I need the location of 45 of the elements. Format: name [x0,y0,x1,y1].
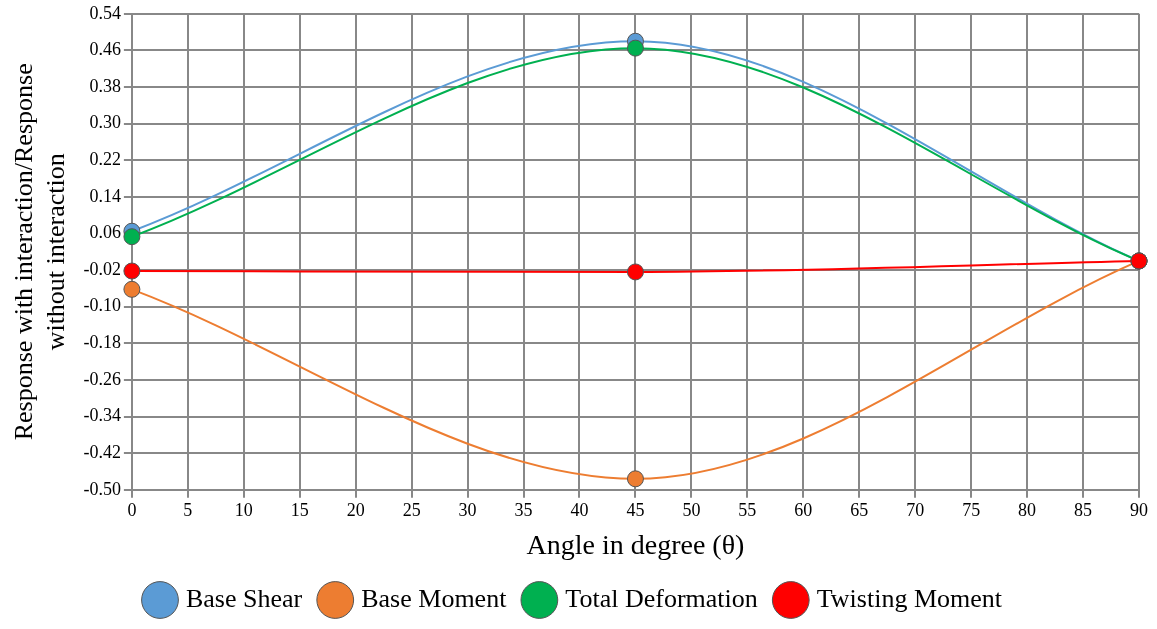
y-tick-label: -0.26 [83,368,121,389]
x-tick-label: 60 [794,500,813,521]
x-tick-label: 65 [850,500,869,521]
y-tick-label: 0.30 [89,112,121,133]
y-tick-label: -0.42 [83,441,121,462]
y-axis-title: Response with interaction/Response without interaction [9,63,70,441]
x-tick-label: 70 [906,500,925,521]
x-tick-label: 90 [1130,500,1148,521]
y-tick-label: 0.54 [89,2,121,23]
x-tick-label: 25 [402,500,421,521]
x-tick-label: 80 [1018,500,1037,521]
x-tick-label: 85 [1074,500,1093,521]
x-tick-label: 15 [290,500,309,521]
x-tick-label: 10 [234,500,253,521]
point [123,228,141,246]
legend-label: Twisting Moment [816,583,1003,613]
point [626,470,644,488]
point [626,39,644,57]
point [626,263,644,281]
y-tick-label: -0.02 [83,258,121,279]
y-tick-label: 0.14 [89,185,121,206]
legend-label: Base Shear [185,583,303,613]
y-tick-label: -0.34 [83,405,121,426]
x-tick-label: 30 [458,500,477,521]
y-tick-label: -0.50 [83,478,121,499]
legend-label: Base Moment [361,583,508,613]
y-tick-label: -0.18 [83,332,121,353]
point [123,280,141,298]
x-tick-label: 75 [962,500,981,521]
x-tick-label: 50 [682,500,701,521]
x-tick-label: 0 [127,500,137,521]
y-tick-label: -0.10 [83,295,121,316]
y-tick-label: 0.22 [89,149,121,169]
y-tick-label: 0.46 [89,39,121,60]
y-tick-label: 0.38 [89,75,121,96]
x-axis-title: Angle in degree (θ) [526,528,745,560]
x-tick-label: 45 [626,500,645,521]
y-tick-label: 0.06 [89,222,121,243]
x-tick-label: 40 [570,500,589,521]
legend-label: Total Deformation [565,583,758,613]
x-tick-label: 5 [183,500,193,521]
x-tick-label: 20 [346,500,365,521]
x-tick-label: 35 [514,500,533,521]
x-tick-label: 55 [738,500,757,521]
point [123,262,141,280]
